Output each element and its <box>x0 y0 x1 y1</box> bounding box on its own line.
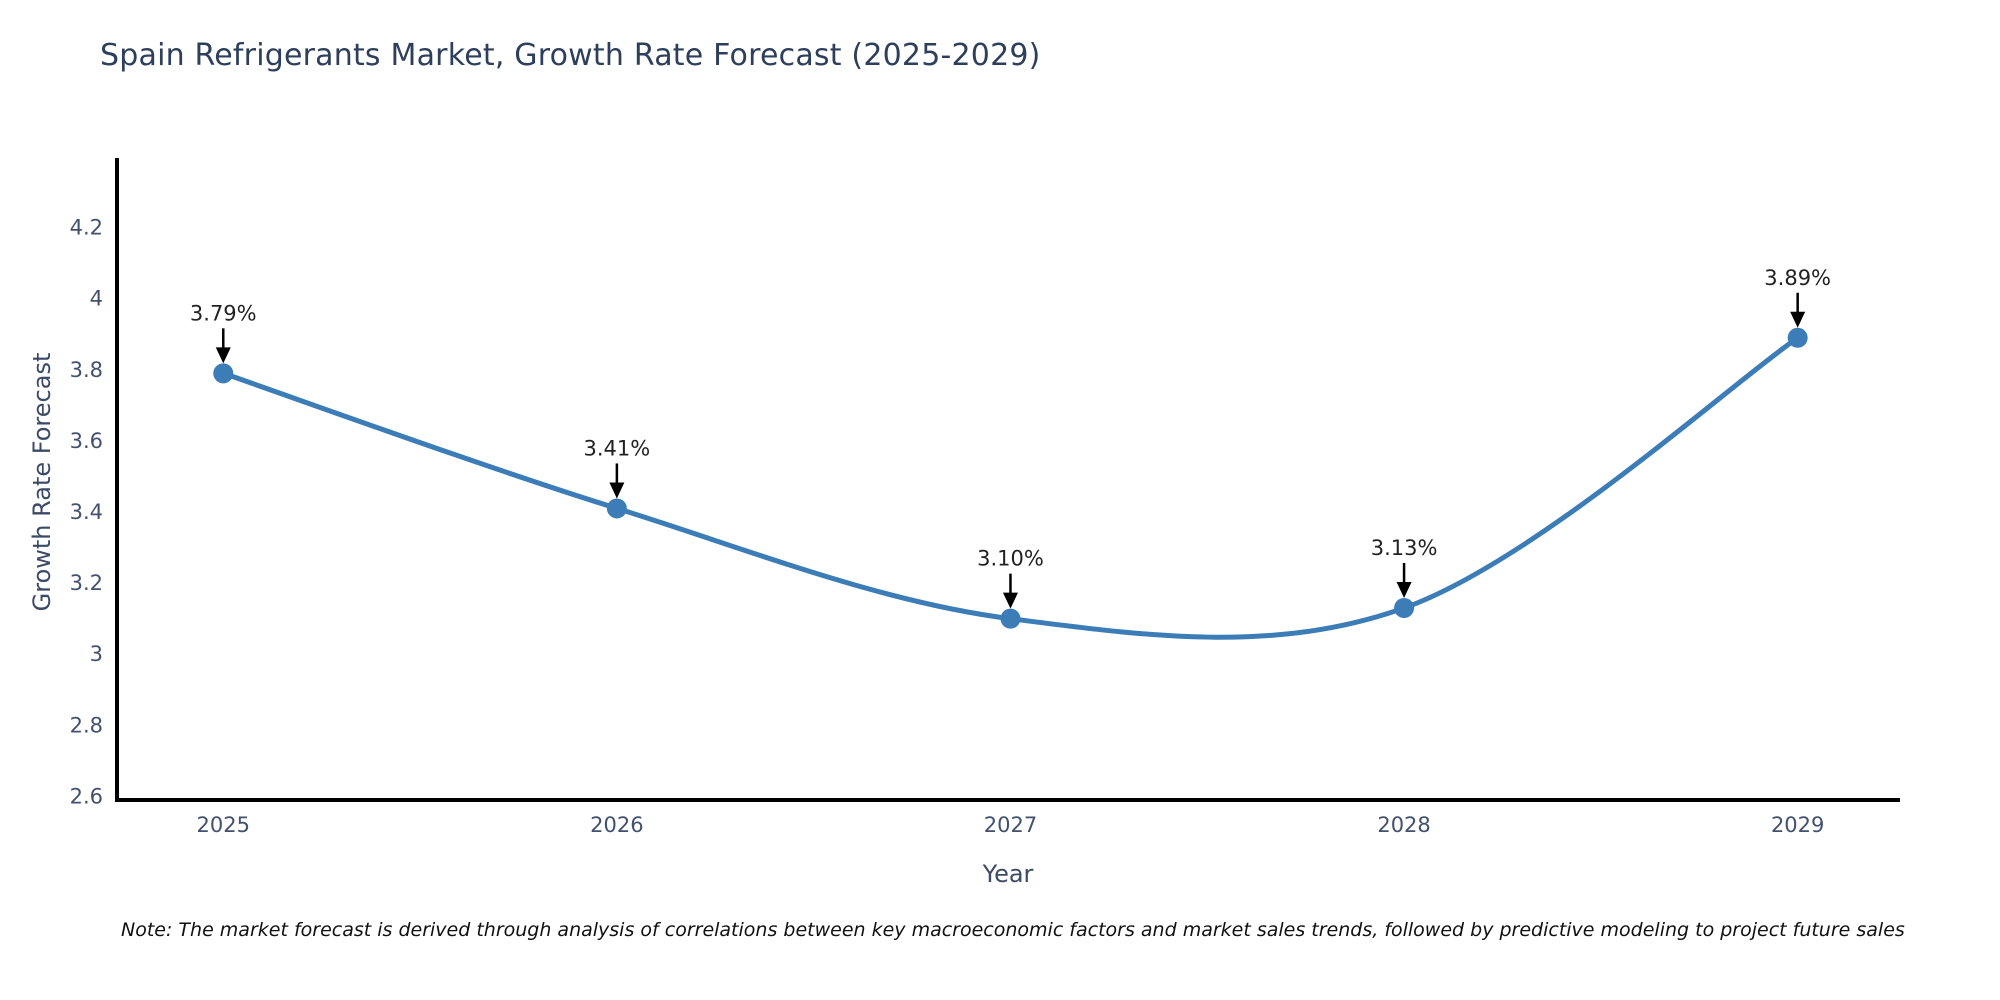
y-tick-label: 3.2 <box>70 571 103 595</box>
x-tick-label: 2029 <box>1771 813 1824 837</box>
y-axis-title: Growth Rate Forecast <box>28 352 56 612</box>
x-tick-label: 2025 <box>197 813 250 837</box>
chart-title: Spain Refrigerants Market, Growth Rate F… <box>100 38 1041 73</box>
y-tick-label: 4 <box>90 287 103 311</box>
annotation-arrow-head <box>215 347 231 364</box>
point-annotation: 3.89% <box>1764 266 1831 290</box>
x-axis-title: Year <box>982 860 1034 888</box>
data-point-2025 <box>213 363 234 384</box>
point-annotation: 3.13% <box>1371 536 1438 560</box>
data-point-2028 <box>1394 598 1415 618</box>
data-point-2026 <box>606 498 627 519</box>
annotation-arrow-head <box>609 482 625 499</box>
point-annotation: 3.10% <box>977 547 1044 571</box>
annotation-arrow-head <box>1790 311 1806 328</box>
y-tick-label: 4.2 <box>70 216 103 240</box>
annotation-arrow-head <box>1002 592 1018 609</box>
point-annotation: 3.41% <box>584 436 651 460</box>
point-annotation: 3.79% <box>190 301 257 325</box>
y-tick-label: 3.6 <box>70 429 103 453</box>
y-tick-label: 3.4 <box>70 500 103 524</box>
footnote: Note: The market forecast is derived thr… <box>121 919 1905 941</box>
x-tick-label: 2028 <box>1377 813 1430 837</box>
x-tick-label: 2027 <box>984 813 1037 837</box>
x-tick-label: 2026 <box>590 813 643 837</box>
y-tick-label: 2.6 <box>70 784 103 808</box>
y-tick-label: 3 <box>90 642 103 666</box>
annotation-arrow-head <box>1396 582 1412 598</box>
y-tick-label: 2.8 <box>70 713 103 737</box>
data-point-2029 <box>1787 327 1808 348</box>
data-point-2027 <box>1000 608 1021 629</box>
y-tick-label: 3.8 <box>70 358 103 382</box>
